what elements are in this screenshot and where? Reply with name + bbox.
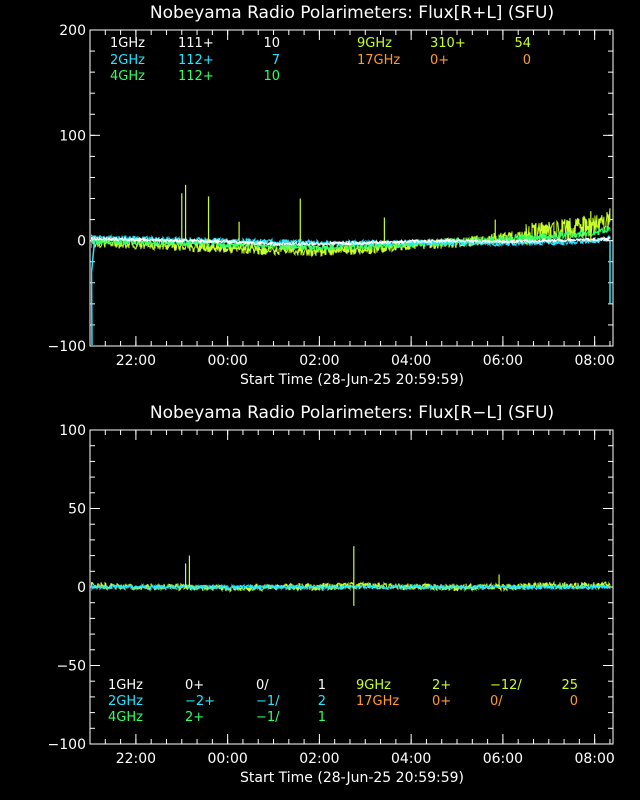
legend-4ghz-label: 4GHz [110,69,145,84]
x-tick-label: 00:00 [207,751,247,767]
legend-2ghz-value-b: 7 [272,53,280,68]
x-tick-label: 22:00 [116,353,156,369]
legend-1ghz-value-a: 111+ [178,36,214,51]
legend-4ghz-value-c: 1 [318,710,326,725]
x-tick-label: 06:00 [483,353,523,369]
y-tick-label: 0 [77,234,86,250]
y-tick-label: 0 [77,580,86,596]
legend-9ghz-value-b: 54 [514,36,531,51]
legend-17ghz-label: 17GHz [356,694,399,709]
legend-4ghz-value-a: 2+ [185,710,204,725]
chart-r-minus-l: Nobeyama Radio Polarimeters: Flux[R−L] (… [48,403,615,786]
legend-2ghz-value-a: 112+ [178,53,214,68]
series-line-9ghz [91,208,611,258]
legend-1ghz-value-a: 0+ [185,678,204,693]
y-tick-label: −100 [48,737,86,753]
x-tick-label: 22:00 [116,751,156,767]
legend-17ghz-value-a: 0+ [430,53,449,68]
legend-2ghz-value-a: −2+ [185,694,215,709]
legend-9ghz-label: 9GHz [356,678,391,693]
legend-1ghz-value-b: 0/ [256,678,269,693]
chart-title-r-minus-l: Nobeyama Radio Polarimeters: Flux[R−L] (… [150,403,554,423]
x-axis-label-r-plus-l: Start Time (28-Jun-25 20:59:59) [240,372,464,388]
legend-1ghz-value-c: 1 [318,678,326,693]
legend-1ghz-value-b: 10 [263,36,280,51]
legend-17ghz-value-b: 0 [523,53,531,68]
x-tick-label: 02:00 [299,751,339,767]
legend-17ghz-label: 17GHz [357,53,400,68]
legend-9ghz-value-b: −12/ [490,678,522,693]
series-line-2ghz [91,233,611,248]
legend-4ghz-value-b: −1/ [256,710,280,725]
legend-4ghz-label: 4GHz [108,710,143,725]
chart-title-r-plus-l: Nobeyama Radio Polarimeters: Flux[R+L] (… [150,3,554,23]
legend-2ghz-value-b: −1/ [256,694,280,709]
x-tick-label: 04:00 [391,751,431,767]
legend-4ghz-value-a: 112+ [178,69,214,84]
series-line-2ghz [91,582,611,592]
y-tick-label: 50 [68,502,86,518]
x-tick-label: 08:00 [574,751,614,767]
legend-17ghz-value-b: 0/ [490,694,503,709]
x-tick-label: 08:00 [574,353,614,369]
x-tick-label: 02:00 [299,353,339,369]
legend-2ghz-label: 2GHz [110,53,145,68]
y-tick-label: −50 [56,659,86,675]
y-tick-label: −100 [48,339,86,355]
y-tick-label: 100 [59,128,86,144]
x-tick-label: 06:00 [483,751,523,767]
legend-17ghz-value-c: 0 [570,694,578,709]
legend-2ghz-label: 2GHz [108,694,143,709]
start-calibration-dip [91,240,96,345]
legend-9ghz-value-a: 310+ [430,36,466,51]
legend-9ghz-value-a: 2+ [432,678,451,693]
series-line-1ghz [91,235,611,247]
x-tick-label: 00:00 [207,353,247,369]
legend-17ghz-value-a: 0+ [432,694,451,709]
legend-1ghz-label: 1GHz [110,36,145,51]
y-tick-label: 100 [59,423,86,439]
legend-1ghz-label: 1GHz [108,678,143,693]
legend-9ghz-label: 9GHz [357,36,392,51]
legend-9ghz-value-c: 25 [561,678,578,693]
plot-area-r-minus-l: 100 50 0 −50 −100 22:00 00:00 02:00 04:00 06:00 08… [48,423,615,767]
legend-4ghz-value-b: 10 [263,69,280,84]
x-tick-label: 04:00 [391,353,431,369]
y-tick-label: 200 [59,23,86,39]
chart-r-plus-l: Nobeyama Radio Polarimeters: Flux[R+L] (… [48,3,615,388]
axis-frame [89,29,614,347]
legend-2ghz-value-c: 2 [318,694,326,709]
x-axis-label-r-minus-l: Start Time (28-Jun-25 20:59:59) [240,770,464,786]
